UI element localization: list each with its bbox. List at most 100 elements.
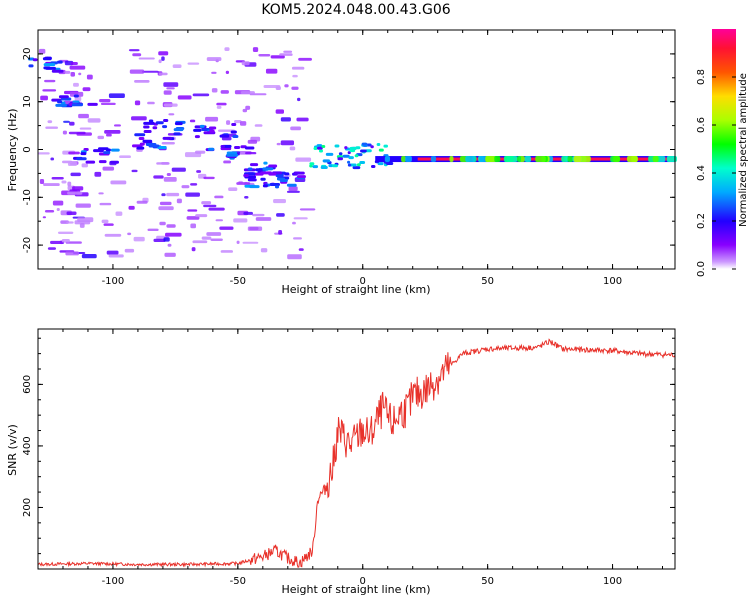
snr-y-label: SNR (v/v) xyxy=(6,424,19,476)
figure-title: KOM5.2024.048.00.43.G06 xyxy=(261,2,451,18)
spectrogram-cell xyxy=(239,121,247,126)
spectrogram-cell xyxy=(142,70,159,73)
spectrogram-cell xyxy=(119,155,131,159)
spectrogram-cell xyxy=(249,163,259,167)
spectrogram-cell xyxy=(67,161,77,167)
spectrogram-cell xyxy=(354,154,359,158)
y-tick-label: 10 xyxy=(22,95,33,108)
spectrogram-cell xyxy=(352,166,361,170)
spectrogram-cell xyxy=(203,176,215,180)
spectrogram-cell xyxy=(376,143,381,147)
spectrogram-cell xyxy=(293,237,302,240)
spectrogram-cell xyxy=(162,136,172,140)
spectrogram-cell xyxy=(494,156,501,163)
spectrogram-cell xyxy=(129,69,145,74)
spectrogram-cell xyxy=(166,87,175,90)
spectrogram-cell xyxy=(87,118,101,123)
spectrogram-cell xyxy=(110,148,120,152)
spectrogram-cell xyxy=(52,200,64,206)
spectrogram-cell xyxy=(40,95,48,101)
spectrogram-cell xyxy=(192,240,208,244)
spectrogram-cell xyxy=(163,119,169,123)
x-tick-label: 100 xyxy=(603,276,622,287)
spectrogram-cell xyxy=(74,220,91,225)
spectrogram-cell xyxy=(132,53,142,57)
spectrogram-cell xyxy=(94,171,102,177)
spectrogram-cell xyxy=(45,66,56,70)
spectrogram-cell xyxy=(101,219,109,224)
spectrogram-cell xyxy=(312,165,319,169)
spectrogram-cell xyxy=(27,57,35,61)
spectrogram-cell xyxy=(383,144,388,148)
spectrogram-cell xyxy=(61,238,70,243)
spectrogram-cell xyxy=(143,121,155,125)
spectrogram-cell xyxy=(652,156,659,163)
spectrogram-cell xyxy=(131,116,147,121)
x-tick-label: 100 xyxy=(603,576,622,587)
spectrogram-cell xyxy=(270,55,285,59)
spectrogram-cell xyxy=(55,103,67,107)
spectrogram-cell xyxy=(38,152,50,155)
spectrogram-cell xyxy=(275,174,284,178)
spectrogram-cell xyxy=(86,74,93,80)
spectrogram-cell xyxy=(78,113,89,119)
spectrogram-cell xyxy=(87,102,98,106)
spectrogram-cell xyxy=(187,62,200,65)
spectrogram-cell xyxy=(168,113,175,116)
spectrogram-cell xyxy=(293,217,308,220)
spectrogram-cell xyxy=(666,156,678,163)
spectrogram-cell xyxy=(249,226,259,231)
spectrogram-cell xyxy=(174,122,183,126)
spectrogram-cell xyxy=(110,180,127,185)
spectrogram-cell xyxy=(50,157,55,161)
spectrogram-cell xyxy=(320,165,328,169)
spectrogram-cell xyxy=(230,130,237,134)
spectrogram-cell xyxy=(158,72,168,76)
spectrogram-cell xyxy=(347,163,352,167)
spectrogram-cell xyxy=(152,126,158,130)
spectrogram-cell xyxy=(573,156,582,163)
spectrogram-cell xyxy=(287,254,302,260)
snr-x-axis: -100 -50 0 50 100 xyxy=(37,329,664,587)
spectrogram-cell xyxy=(67,191,83,195)
spectrogram-cell xyxy=(342,154,350,158)
spectrogram-cell xyxy=(331,164,338,168)
spectrogram-cell xyxy=(349,146,357,150)
y-tick-label: 0 xyxy=(22,146,33,152)
spectrogram-cell xyxy=(173,132,181,136)
spectrogram-cell xyxy=(219,226,234,230)
spectrogram-cell xyxy=(226,120,231,125)
spectrogram-cell xyxy=(265,68,278,74)
spectrogram-cell xyxy=(158,51,169,56)
spectrogram-cell xyxy=(166,224,176,228)
spectrogram-cell xyxy=(273,199,286,204)
spectrogram-cell xyxy=(260,177,266,181)
spectrogram-cell xyxy=(279,53,293,56)
spectrogram-cell xyxy=(337,157,344,161)
spectrogram-cell xyxy=(51,69,64,73)
spectrogram-cell xyxy=(138,57,155,60)
spectrogram-cell xyxy=(241,61,250,66)
spectrogram-cell xyxy=(43,63,56,67)
spectrogram-cell xyxy=(286,183,297,187)
spectrogram-cell xyxy=(205,116,219,122)
spectrogram-cell xyxy=(68,131,86,135)
spectrogram-cell xyxy=(70,172,81,177)
spectrogram-cell xyxy=(81,254,97,259)
spectrogram-cell xyxy=(93,149,104,153)
spectrogram-cell xyxy=(98,192,104,195)
colorbar-tick-label: 0.0 xyxy=(696,261,707,277)
spectrogram-cell xyxy=(244,146,255,150)
colorbar-ticks: 0.0 0.2 0.4 0.6 0.8 xyxy=(696,69,736,277)
spectrogram-cell xyxy=(195,214,208,218)
spectrogram-cell xyxy=(278,230,283,235)
spectrogram-cell xyxy=(106,133,112,137)
spectrogram-cell xyxy=(206,232,222,236)
spectrogram-cell xyxy=(167,243,172,247)
spectrogram-cell xyxy=(242,241,259,244)
spectrogram-cell xyxy=(221,136,232,141)
spectrogram-cell xyxy=(449,156,454,163)
spectrogram-cell xyxy=(62,130,67,135)
spectrogram-cell xyxy=(139,142,145,146)
spectrogram-cell xyxy=(75,203,91,208)
